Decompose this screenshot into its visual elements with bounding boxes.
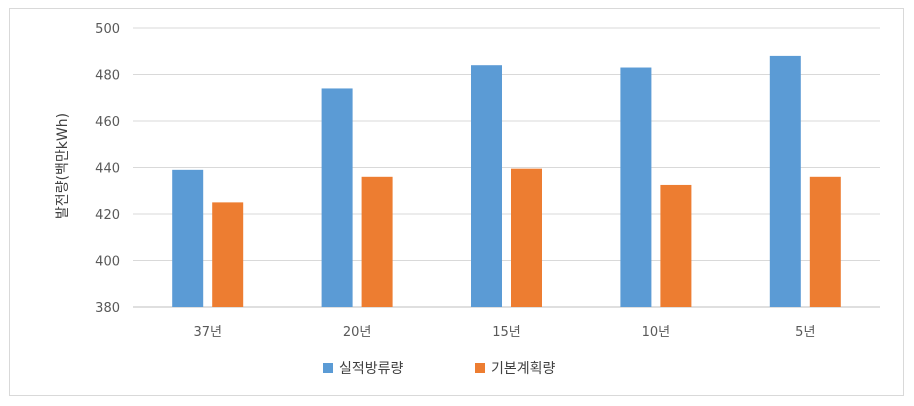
x-tick-label: 37년 xyxy=(193,325,222,340)
legend: 실적방류량 기본계획량 xyxy=(323,361,556,377)
legend-swatch xyxy=(323,363,333,373)
chart-frame xyxy=(9,8,904,396)
x-axis-ticks: 37년 20년 15년 10년 5년 xyxy=(193,325,815,340)
bar-기본계획량-37년 xyxy=(212,202,244,307)
y-tick-label: 380 xyxy=(95,301,120,316)
x-tick-label: 5년 xyxy=(795,325,815,340)
legend-label: 기본계획량 xyxy=(491,361,556,377)
x-tick-label: 15년 xyxy=(492,325,521,340)
y-tick-label: 440 xyxy=(95,162,120,177)
legend-label: 실적방류량 xyxy=(339,361,404,377)
x-tick-label: 10년 xyxy=(642,325,671,340)
bar-기본계획량-20년 xyxy=(361,176,393,307)
bar-기본계획량-5년 xyxy=(809,176,841,307)
bar-기본계획량-15년 xyxy=(511,168,542,307)
y-axis-ticks: 380 400 420 440 460 480 500 xyxy=(95,22,120,316)
y-tick-label: 400 xyxy=(95,255,120,270)
bars xyxy=(172,55,841,308)
x-tick-label: 20년 xyxy=(343,325,372,340)
y-tick-label: 500 xyxy=(95,22,120,37)
y-axis-label: 발전량(백만kWh) xyxy=(55,113,71,219)
bar-실적방류량-37년 xyxy=(172,169,204,307)
bar-실적방류량-10년 xyxy=(620,67,652,308)
legend-swatch xyxy=(475,363,485,373)
bar-기본계획량-10년 xyxy=(660,184,692,307)
bar-실적방류량-20년 xyxy=(321,88,353,307)
gridlines xyxy=(133,27,880,308)
bar-실적방류량-5년 xyxy=(769,55,801,308)
y-tick-label: 480 xyxy=(95,69,120,84)
y-tick-label: 420 xyxy=(95,208,120,223)
bar-실적방류량-15년 xyxy=(471,65,502,307)
y-tick-label: 460 xyxy=(95,115,120,130)
